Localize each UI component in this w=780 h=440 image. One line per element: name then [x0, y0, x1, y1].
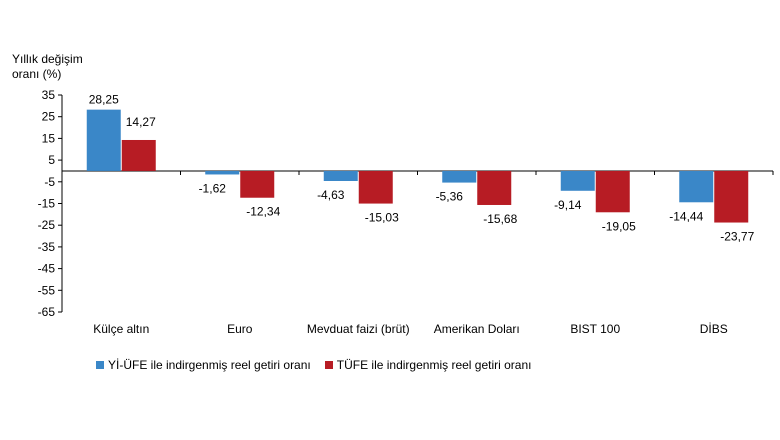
- y-tick-label: -5: [44, 175, 55, 189]
- bar-tufe: [358, 170, 393, 204]
- bar-yi-ufe: [205, 170, 240, 175]
- y-tick-label: -65: [38, 305, 56, 319]
- data-label: -19,05: [602, 219, 636, 233]
- category-label: DİBS: [700, 322, 728, 336]
- data-label: -15,03: [365, 211, 399, 225]
- y-axis-title-line2: oranı (%): [12, 67, 62, 81]
- bar-tufe: [714, 170, 749, 223]
- legend-swatch-blue: [96, 361, 104, 369]
- category-label: Amerikan Doları: [434, 322, 520, 336]
- category-label: Külçe altın: [93, 322, 149, 336]
- data-label: -23,77: [720, 230, 754, 244]
- legend-item-yi-ufe: Yİ-ÜFE ile indirgenmiş reel getiri oranı: [96, 358, 311, 372]
- bar-yi-ufe: [560, 170, 595, 191]
- category-label: Mevduat faizi (brüt): [307, 322, 410, 336]
- y-tick-label: 25: [42, 110, 56, 124]
- bar-tufe: [595, 170, 630, 213]
- category-label: Euro: [227, 322, 253, 336]
- data-label: -1,62: [199, 181, 227, 195]
- y-tick-label: 15: [42, 131, 56, 145]
- y-tick-label: -55: [38, 283, 56, 297]
- y-tick-label: -35: [38, 240, 56, 254]
- data-label: 28,25: [89, 93, 119, 107]
- y-tick-label: -25: [38, 218, 56, 232]
- legend-item-tufe: TÜFE ile indirgenmiş reel getiri oranı: [324, 358, 532, 372]
- y-tick-label: -45: [38, 262, 56, 276]
- bar-yi-ufe: [442, 170, 477, 183]
- data-label: -4,63: [317, 188, 345, 202]
- data-label: -9,14: [554, 198, 582, 212]
- legend: Yİ-ÜFE ile indirgenmiş reel getiri oranı…: [96, 358, 546, 372]
- bar-tufe: [121, 139, 156, 171]
- legend-label-tufe: TÜFE ile indirgenmiş reel getiri oranı: [336, 358, 532, 372]
- data-label: -14,44: [669, 209, 703, 223]
- data-label: -12,34: [246, 205, 280, 219]
- y-tick-label: -15: [38, 197, 56, 211]
- y-tick-label: 5: [48, 153, 55, 167]
- category-label: BIST 100: [570, 322, 620, 336]
- bar-yi-ufe: [323, 170, 358, 181]
- bar-tufe: [477, 170, 512, 205]
- data-label: -15,68: [483, 212, 517, 226]
- y-axis-title-line1: Yıllık değişim: [12, 52, 83, 66]
- legend-swatch-red: [324, 361, 333, 369]
- bar-yi-ufe: [679, 170, 714, 203]
- data-label: 14,27: [126, 115, 156, 129]
- bar-tufe: [240, 170, 275, 198]
- data-label: -5,36: [436, 190, 464, 204]
- legend-label-yi-ufe: Yİ-ÜFE ile indirgenmiş reel getiri oranı: [108, 358, 311, 372]
- y-tick-label: 35: [42, 88, 56, 102]
- bar-yi-ufe: [86, 109, 121, 171]
